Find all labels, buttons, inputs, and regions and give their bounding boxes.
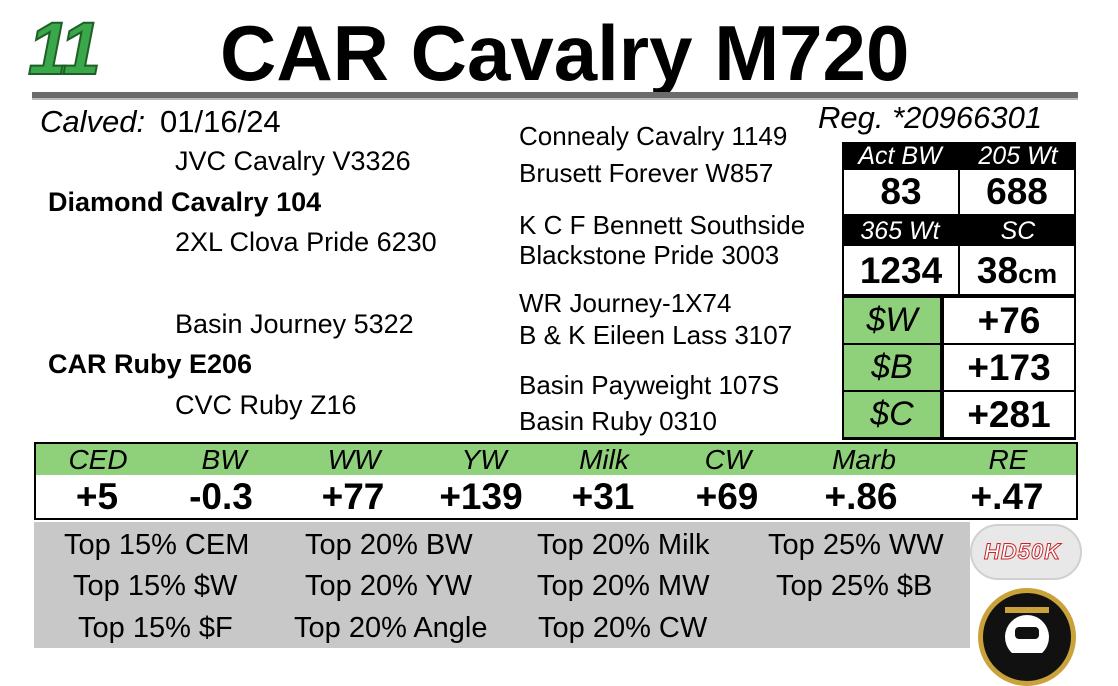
ranking-2: Top 20% BW	[305, 529, 473, 561]
epd-label-cw: CW	[704, 444, 752, 475]
ancestor-8: Basin Ruby 0310	[519, 406, 718, 436]
ancestor-6: B & K Eileen Lass 3107	[519, 320, 793, 350]
ancestor-3: K C F Bennett Southside	[519, 210, 806, 240]
animal-name: CAR Cavalry M720	[220, 9, 910, 97]
index-label-w: $W	[844, 298, 940, 343]
sire-sire: JVC Cavalry V3326	[175, 146, 411, 176]
rankings-panel	[34, 522, 970, 648]
ancestor-1: Connealy Cavalry 1149	[519, 121, 788, 151]
ranking-1: Top 15% CEM	[64, 529, 250, 561]
epd-label-re: RE	[988, 444, 1028, 475]
epd-value-ww: +77	[321, 476, 385, 517]
epd-header-row	[36, 444, 1076, 475]
epd-value-re: +.47	[970, 476, 1044, 517]
epd-label-milk: Milk	[579, 444, 629, 475]
ranking-5: Top 15% $W	[73, 570, 238, 602]
index-value-w: +76	[944, 298, 1074, 343]
sc-value: 38cm	[960, 246, 1074, 294]
epd-value-marb: +.86	[824, 476, 898, 517]
epd-label-yw: YW	[461, 444, 507, 475]
ranking-4: Top 25% WW	[768, 529, 944, 561]
lot-number: 11	[27, 7, 102, 90]
ranking-10: Top 20% Angle	[294, 612, 488, 644]
epd-label-marb: Marb	[832, 444, 896, 475]
epd-label-bw: BW	[201, 444, 247, 475]
index-label-c: $C	[844, 392, 940, 437]
ancestor-2: Brusett Forever W857	[519, 158, 774, 188]
sc-unit: cm	[1018, 259, 1058, 289]
epd-label-ced: CED	[68, 444, 128, 475]
index-value-b: +173	[944, 345, 1074, 390]
ancestor-5: WR Journey-1X74	[519, 288, 732, 318]
calved-label: Calved:	[40, 104, 146, 139]
ranking-3: Top 20% Milk	[537, 529, 710, 561]
calved-date: 01/16/24	[160, 104, 281, 139]
ranking-8: Top 25% $B	[776, 570, 933, 602]
epd-value-bw: -0.3	[189, 476, 253, 517]
dam-dam: CVC Ruby Z16	[175, 390, 357, 420]
header-divider	[32, 92, 1078, 100]
sc-label: SC	[1000, 217, 1036, 245]
epd-value-milk: +31	[571, 476, 635, 517]
ranking-9: Top 15% $F	[78, 612, 233, 644]
wt205-value: 688	[960, 170, 1074, 214]
index-value-c: +281	[944, 392, 1074, 437]
sire-dam: 2XL Clova Pride 6230	[175, 227, 437, 257]
dam: CAR Ruby E206	[48, 349, 253, 379]
dam-sire: Basin Journey 5322	[175, 309, 414, 339]
epd-label-ww: WW	[327, 444, 381, 475]
ancestor-7: Basin Payweight 107S	[519, 370, 780, 400]
hd50k-logo-text: HD50K	[983, 539, 1062, 565]
ancestor-4: Blackstone Pride 3003	[519, 240, 780, 270]
sc-number: 38	[976, 250, 1019, 291]
sire: Diamond Cavalry 104	[48, 187, 322, 217]
registration-number: Reg. *20966301	[818, 100, 1043, 135]
index-box: $W +76 $B +173 $C +281	[842, 298, 1076, 440]
ranking-6: Top 20% YW	[305, 570, 473, 602]
act-bw-value: 83	[844, 170, 958, 214]
ranking-7: Top 20% MW	[537, 570, 710, 602]
association-seal-icon	[978, 588, 1076, 686]
act-bw-label: Act BW	[858, 142, 942, 170]
wt205-label: 205 Wt	[978, 142, 1058, 170]
epd-value-yw: +139	[439, 476, 523, 517]
hd50k-logo: HD50K	[970, 524, 1082, 580]
ranking-11: Top 20% CW	[538, 612, 708, 644]
index-label-b: $B	[844, 345, 940, 390]
wt365-value: 1234	[844, 246, 958, 294]
epd-table: CED BW WW YW Milk CW Marb RE +5 -0.3 +77…	[34, 442, 1078, 520]
epd-value-ced: +5	[75, 476, 119, 517]
weights-box: Act BW 205 Wt 83 688 365 Wt SC 1234 38cm	[842, 142, 1076, 298]
wt365-label: 365 Wt	[860, 217, 940, 245]
epd-value-cw: +69	[695, 476, 759, 517]
